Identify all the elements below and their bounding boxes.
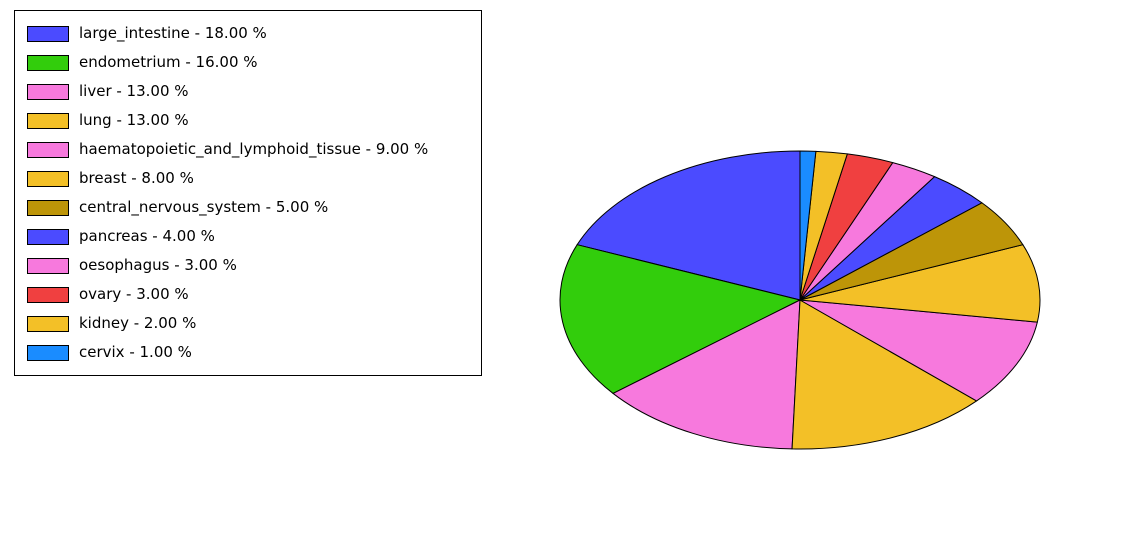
legend-item: lung - 13.00 % <box>27 106 469 135</box>
legend-item: liver - 13.00 % <box>27 77 469 106</box>
pie-svg <box>559 150 1041 450</box>
legend-box: large_intestine - 18.00 % endometrium - 1… <box>14 10 482 376</box>
legend-swatch <box>27 258 69 274</box>
legend-label: central_nervous_system - 5.00 % <box>79 200 328 215</box>
legend-swatch <box>27 200 69 216</box>
legend-item: pancreas - 4.00 % <box>27 222 469 251</box>
legend-label: pancreas - 4.00 % <box>79 229 215 244</box>
legend-swatch <box>27 113 69 129</box>
legend-item: endometrium - 16.00 % <box>27 48 469 77</box>
legend-label: cervix - 1.00 % <box>79 345 192 360</box>
legend-label: ovary - 3.00 % <box>79 287 189 302</box>
legend-swatch <box>27 316 69 332</box>
legend-label: lung - 13.00 % <box>79 113 189 128</box>
legend-swatch <box>27 26 69 42</box>
legend-label: breast - 8.00 % <box>79 171 194 186</box>
legend-swatch <box>27 229 69 245</box>
legend-item: central_nervous_system - 5.00 % <box>27 193 469 222</box>
legend-swatch <box>27 55 69 71</box>
legend-swatch <box>27 345 69 361</box>
legend-swatch <box>27 287 69 303</box>
legend-label: liver - 13.00 % <box>79 84 189 99</box>
legend-swatch <box>27 142 69 158</box>
legend-label: kidney - 2.00 % <box>79 316 196 331</box>
legend-label: haematopoietic_and_lymphoid_tissue - 9.0… <box>79 142 428 157</box>
legend-swatch <box>27 84 69 100</box>
legend-label: oesophagus - 3.00 % <box>79 258 237 273</box>
legend-item: oesophagus - 3.00 % <box>27 251 469 280</box>
chart-canvas: large_intestine - 18.00 % endometrium - 1… <box>0 0 1134 538</box>
pie-chart <box>559 150 1041 450</box>
legend-label: large_intestine - 18.00 % <box>79 26 267 41</box>
legend-item: breast - 8.00 % <box>27 164 469 193</box>
legend-item: ovary - 3.00 % <box>27 280 469 309</box>
legend-swatch <box>27 171 69 187</box>
legend-item: large_intestine - 18.00 % <box>27 19 469 48</box>
legend-item: haematopoietic_and_lymphoid_tissue - 9.0… <box>27 135 469 164</box>
legend-label: endometrium - 16.00 % <box>79 55 258 70</box>
legend-item: kidney - 2.00 % <box>27 309 469 338</box>
legend-item: cervix - 1.00 % <box>27 338 469 367</box>
